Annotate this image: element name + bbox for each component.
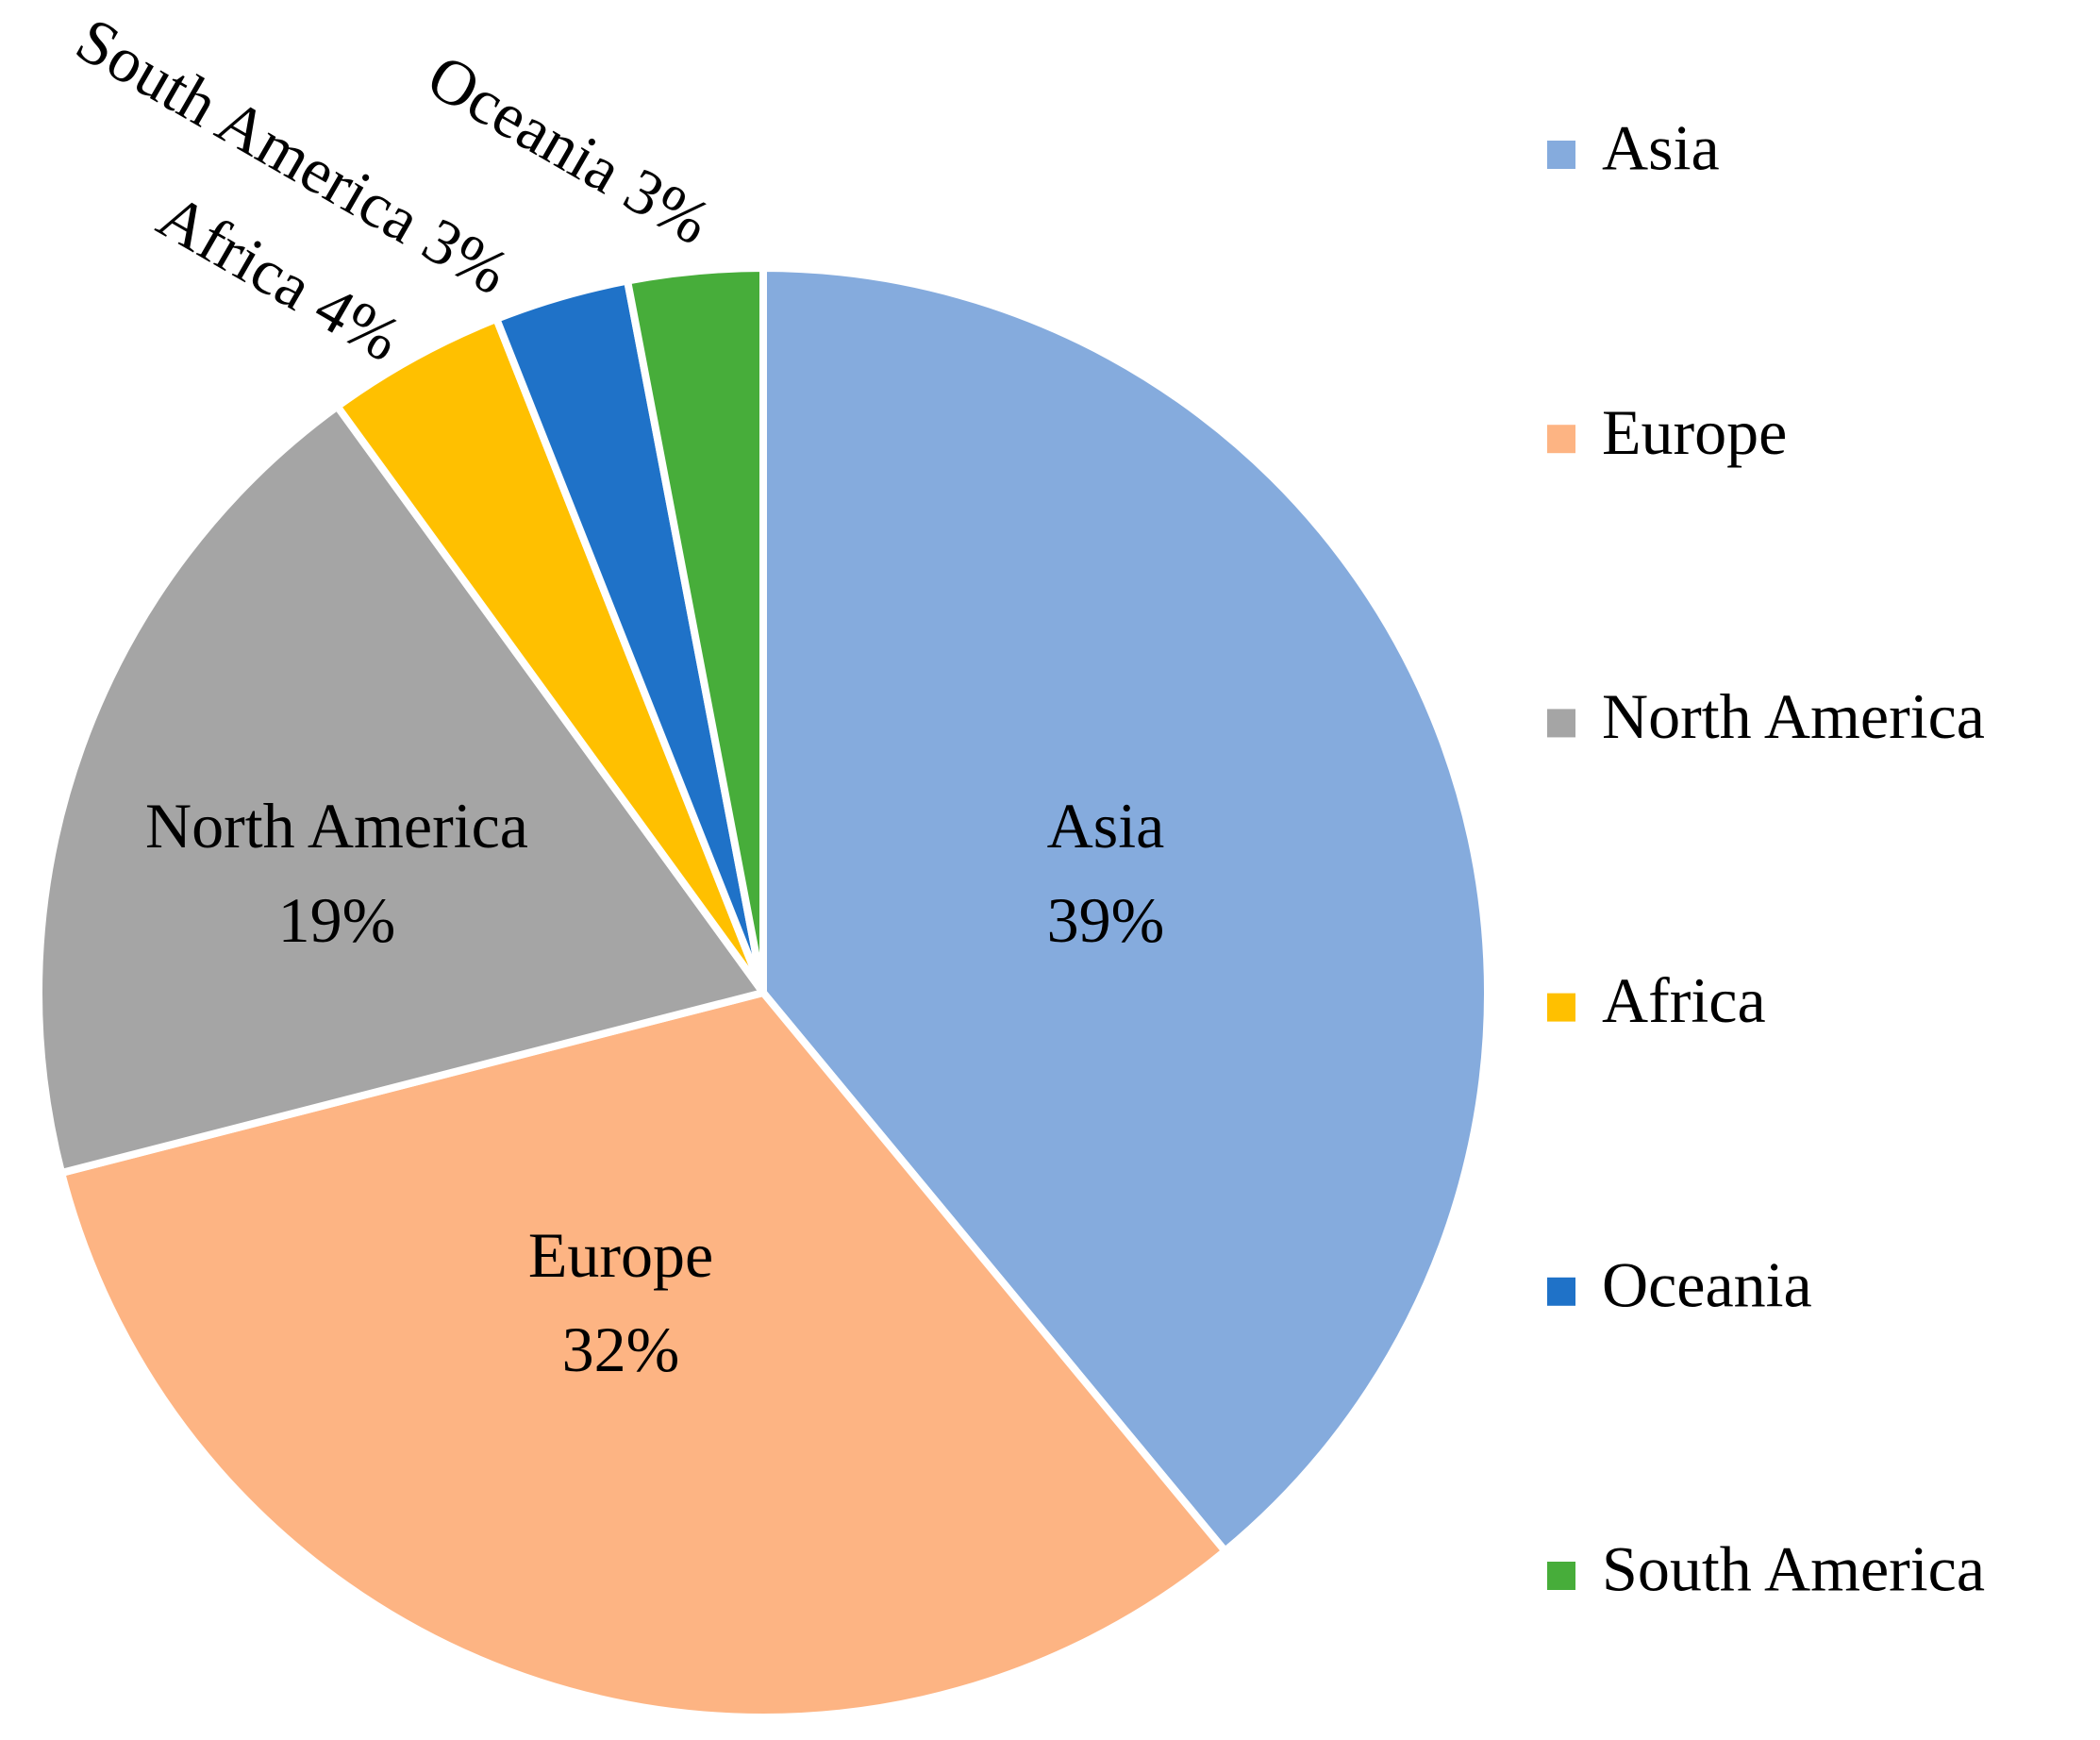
data-label-name: Oceania (416, 40, 634, 207)
legend-label: Africa (1602, 964, 1766, 1036)
legend-label: Oceania (1602, 1248, 1812, 1320)
data-label-value: 3% (613, 153, 724, 258)
legend-label: Asia (1602, 112, 1720, 184)
data-label-value: 19% (278, 884, 396, 956)
pie-slice (623, 263, 767, 994)
data-label-value: 39% (1047, 884, 1165, 956)
pie-slice (759, 263, 1492, 1557)
legend-swatch (1547, 425, 1575, 454)
legend-label: South America (1602, 1533, 1985, 1605)
data-label: Europe 32% (528, 1219, 713, 1385)
legend-label: North America (1602, 680, 1985, 752)
data-label-value: 3% (411, 203, 522, 308)
data-label-name: Europe (528, 1219, 713, 1291)
data-label-name: Africa (146, 179, 324, 324)
data-label-name: North America (145, 790, 528, 862)
pie-slice (35, 401, 770, 1178)
legend-swatch (1547, 1277, 1575, 1306)
pie-slice (57, 988, 1231, 1721)
data-label-name: Asia (1047, 790, 1165, 862)
legend-swatch (1547, 993, 1575, 1022)
data-label-value: 32% (562, 1313, 680, 1385)
data-label: Asia 39% (1047, 790, 1165, 956)
legend-swatch (1547, 709, 1575, 738)
data-label: North America 19% (145, 790, 528, 956)
data-label-value: 4% (303, 270, 413, 375)
legend-label: Europe (1602, 396, 1787, 468)
legend-swatch (1547, 1562, 1575, 1590)
legend-swatch (1547, 141, 1575, 169)
